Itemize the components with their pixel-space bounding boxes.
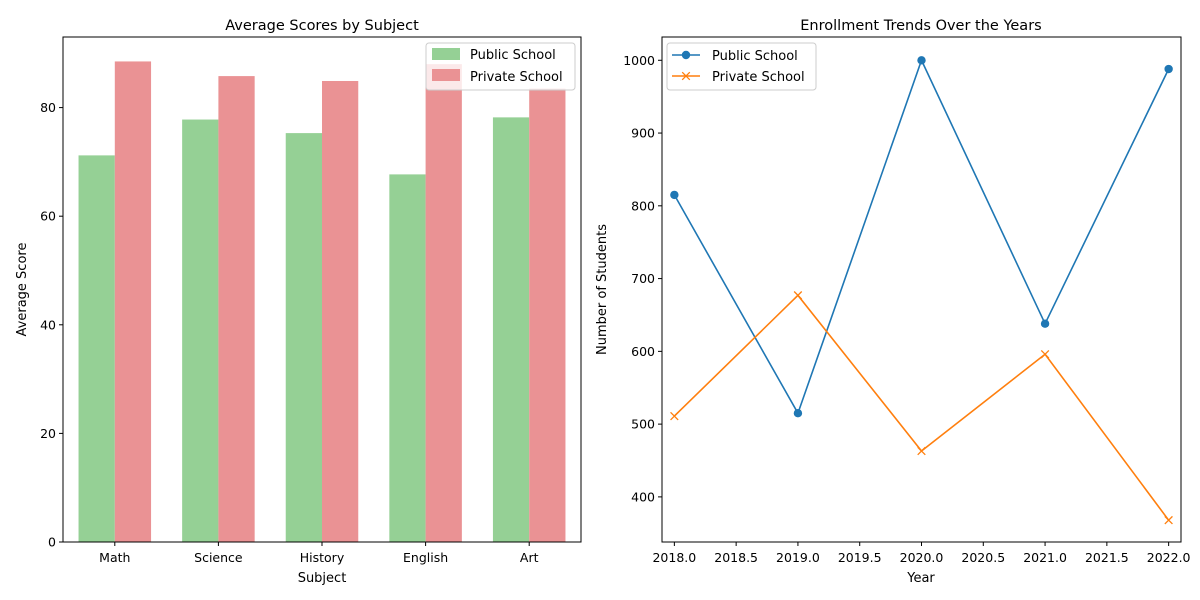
line-chart-legend-box bbox=[666, 42, 817, 91]
x-tick-label: Science bbox=[194, 550, 243, 565]
legend-swatch-private bbox=[432, 69, 460, 81]
bar-chart-y-label: Average Score bbox=[15, 243, 30, 337]
bar-public bbox=[285, 133, 322, 542]
data-point bbox=[917, 446, 926, 456]
x-tick-label: Math bbox=[99, 550, 130, 565]
bar-private bbox=[322, 80, 359, 542]
x-marker-stroke bbox=[917, 446, 926, 456]
bar-private bbox=[114, 61, 152, 542]
bar-chart-legend: Public School Private School bbox=[425, 42, 576, 91]
line-chart-title: Enrollment Trends Over the Years bbox=[800, 18, 1041, 34]
bar-public bbox=[78, 155, 115, 542]
data-point bbox=[793, 291, 803, 300]
y-tick-label: 800 bbox=[631, 198, 655, 213]
bar-chart-y-ticks: 0 20 40 60 80 bbox=[40, 100, 63, 550]
x-marker-stroke bbox=[670, 411, 679, 421]
legend-marker-x bbox=[681, 71, 691, 81]
y-tick-label: 80 bbox=[40, 100, 56, 115]
bar-chart-frame bbox=[62, 36, 582, 543]
series-line-private bbox=[673, 294, 1170, 521]
bar-public bbox=[182, 119, 219, 543]
bar-public bbox=[389, 174, 426, 542]
line-chart-x-label: Year bbox=[906, 571, 935, 586]
line-chart-y-label: Number of Students bbox=[595, 224, 610, 355]
bar-chart-x-ticks: Math Science History English Art bbox=[99, 542, 539, 565]
y-tick-label: 400 bbox=[631, 489, 655, 504]
y-tick-label: 1000 bbox=[623, 53, 655, 68]
x-tick-label: 2018.5 bbox=[714, 550, 758, 565]
x-tick-label: 2021.0 bbox=[1023, 550, 1067, 565]
x-tick-label: 2021.5 bbox=[1085, 550, 1129, 565]
x-marker-stroke bbox=[1164, 515, 1173, 525]
legend-label-private: Private School bbox=[470, 70, 563, 85]
bar-chart-title: Average Scores by Subject bbox=[225, 18, 419, 34]
y-tick-label: 0 bbox=[48, 535, 56, 550]
series-line-public bbox=[673, 58, 1170, 416]
x-marker-stroke bbox=[793, 291, 803, 300]
y-tick-label: 20 bbox=[40, 426, 56, 441]
x-tick-label: 2018.0 bbox=[652, 550, 696, 565]
bar-private bbox=[425, 64, 462, 542]
line-chart-x-ticks: 2018.0 2018.5 2019.0 2019.5 2020.0 2020.5 2021… bbox=[652, 542, 1191, 565]
y-tick-label: 900 bbox=[631, 126, 655, 141]
data-point bbox=[1040, 350, 1050, 359]
legend-label-private: Private School bbox=[712, 70, 805, 85]
data-point bbox=[793, 409, 803, 418]
data-point bbox=[1164, 64, 1173, 74]
x-tick-label: 2020.0 bbox=[900, 550, 944, 565]
x-tick-label: 2022.0 bbox=[1147, 550, 1191, 565]
line-chart-y-ticks: 400 500 600 700 800 900 1000 bbox=[623, 53, 662, 504]
bar-public bbox=[492, 117, 530, 542]
x-tick-label: 2019.0 bbox=[776, 550, 820, 565]
bar-chart-bars bbox=[78, 61, 566, 543]
data-point bbox=[670, 190, 679, 200]
x-tick-label: History bbox=[300, 550, 345, 565]
x-marker-stroke bbox=[681, 71, 691, 81]
bar-chart-legend-box bbox=[425, 42, 576, 91]
line-chart: Enrollment Trends Over the Years 400 500 6… bbox=[595, 18, 1191, 586]
legend-marker-circle bbox=[681, 50, 691, 60]
data-point bbox=[670, 411, 679, 421]
x-tick-label: 2020.5 bbox=[961, 550, 1005, 565]
bar-private bbox=[218, 76, 255, 542]
x-marker-stroke bbox=[1040, 350, 1050, 359]
x-tick-label: English bbox=[403, 550, 448, 565]
line-chart-frame bbox=[661, 36, 1182, 543]
bar-private bbox=[529, 88, 566, 542]
legend-label-public: Public School bbox=[712, 49, 798, 64]
line-chart-lines bbox=[670, 56, 1173, 525]
data-point bbox=[917, 56, 926, 65]
legend-swatch-public bbox=[432, 48, 460, 60]
x-tick-label: Art bbox=[520, 550, 539, 565]
data-point bbox=[1164, 515, 1173, 525]
data-point bbox=[1040, 319, 1050, 328]
legend-label-public: Public School bbox=[470, 48, 556, 63]
y-tick-label: 700 bbox=[631, 271, 655, 286]
y-tick-label: 60 bbox=[40, 209, 56, 224]
y-tick-label: 40 bbox=[40, 317, 56, 332]
y-tick-label: 500 bbox=[631, 417, 655, 432]
x-tick-label: 2019.5 bbox=[838, 550, 882, 565]
bar-chart-x-label: Subject bbox=[298, 571, 347, 586]
bar-chart: Average Scores by Subject 0 20 40 60 80 Math… bbox=[15, 18, 582, 586]
y-tick-label: 600 bbox=[631, 344, 655, 359]
line-chart-legend: Public School Private School bbox=[666, 42, 817, 91]
